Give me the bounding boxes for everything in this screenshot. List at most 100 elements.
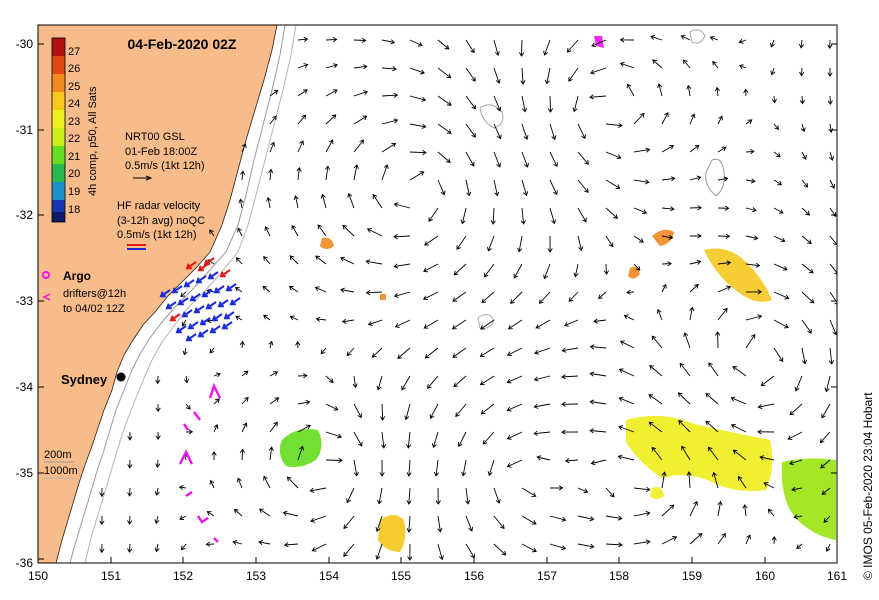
drifter-track	[185, 491, 193, 497]
velocity-arrow	[480, 319, 495, 330]
velocity-arrow	[827, 39, 833, 50]
sst-patch	[781, 458, 836, 540]
velocity-arrow	[437, 179, 446, 196]
velocity-arrow	[269, 89, 279, 97]
velocity-arrow	[295, 340, 301, 349]
velocity-arrow	[437, 515, 443, 533]
velocity-arrow	[465, 179, 472, 197]
velocity-arrow	[325, 139, 334, 153]
velocity-arrow	[549, 151, 558, 168]
colorbar-swatch	[52, 146, 65, 164]
velocity-arrow	[519, 39, 525, 57]
velocity-arrow	[346, 487, 355, 504]
velocity-arrow	[424, 347, 439, 359]
velocity-arrow	[605, 122, 623, 128]
radar-arrow	[181, 309, 193, 318]
radar-arrow	[205, 301, 217, 310]
velocity-arrow	[801, 179, 809, 188]
velocity-arrow	[771, 535, 777, 545]
velocity-arrow	[564, 458, 579, 464]
velocity-arrow	[376, 375, 383, 391]
velocity-arrow	[453, 263, 467, 276]
velocity-arrow	[771, 95, 777, 104]
velocity-arrow	[533, 403, 551, 409]
velocity-arrow	[427, 375, 439, 389]
isobath-200m	[69, 25, 286, 563]
velocity-arrow	[661, 283, 667, 293]
velocity-arrow	[404, 403, 411, 421]
velocity-arrow	[589, 399, 607, 405]
velocity-arrow	[745, 207, 757, 213]
radar-arrow	[185, 261, 197, 270]
velocity-arrow	[689, 205, 702, 211]
x-tick-label: 156	[464, 569, 484, 583]
velocity-arrow	[597, 291, 607, 300]
velocity-arrow	[238, 198, 244, 209]
velocity-arrow	[689, 500, 698, 517]
velocity-arrow	[801, 151, 807, 160]
velocity-arrow	[353, 139, 365, 153]
velocity-arrow	[409, 95, 427, 102]
velocity-arrow	[605, 515, 623, 521]
legend-drifters: drifters@12h	[63, 288, 126, 300]
velocity-arrow	[745, 262, 761, 268]
velocity-arrow	[745, 333, 756, 349]
velocity-arrow	[677, 392, 691, 405]
map-title: 04-Feb-2020 02Z	[128, 36, 237, 52]
velocity-arrow	[487, 459, 495, 476]
velocity-arrow	[381, 92, 399, 98]
drifter-track	[193, 411, 201, 421]
velocity-arrow	[791, 486, 803, 492]
drifter-track	[183, 423, 189, 431]
velocity-arrow	[213, 372, 221, 378]
velocity-arrow	[289, 315, 299, 321]
velocity-arrow	[465, 151, 475, 167]
velocity-arrow	[773, 151, 781, 158]
velocity-arrow	[506, 375, 523, 384]
argo-marker	[42, 271, 50, 279]
velocity-arrow	[179, 515, 187, 520]
radar-arrow	[207, 271, 219, 280]
velocity-arrow	[801, 263, 814, 274]
x-tick-label: 159	[682, 569, 702, 583]
velocity-arrow	[661, 206, 675, 212]
velocity-arrow	[549, 515, 567, 522]
velocity-arrow	[409, 39, 423, 47]
velocity-arrow	[377, 487, 383, 505]
velocity-arrow	[181, 319, 187, 327]
velocity-arrow	[409, 123, 427, 129]
velocity-arrow	[549, 207, 557, 225]
velocity-arrow	[563, 319, 579, 327]
y-ticks	[38, 43, 837, 560]
velocity-arrow	[289, 255, 299, 265]
velocity-arrow	[577, 151, 589, 165]
velocity-arrow	[577, 179, 589, 194]
x-tick-label: 154	[319, 569, 339, 583]
velocity-arrow	[689, 259, 702, 265]
velocity-arrow	[263, 475, 271, 489]
legend-hf-title: HF radar velocity	[117, 200, 201, 212]
radar-arrow	[221, 321, 233, 330]
colorbar-tick: 23	[68, 116, 80, 128]
velocity-arrow	[619, 37, 635, 43]
velocity-arrow	[343, 515, 355, 530]
x-tick-label: 157	[537, 569, 557, 583]
seamount-contour	[705, 158, 725, 197]
velocity-arrow	[268, 168, 274, 181]
velocity-arrow	[738, 38, 747, 44]
drifter-track	[208, 382, 222, 399]
velocity-arrow	[787, 431, 803, 440]
velocity-arrow	[543, 263, 551, 280]
velocity-arrow	[799, 67, 805, 77]
sst-patch	[594, 36, 604, 48]
legend-hf-scale: 0.5m/s (1kt 12h)	[117, 229, 196, 241]
velocity-arrow	[561, 347, 579, 353]
velocity-arrow	[451, 319, 467, 330]
velocity-arrow	[185, 403, 191, 410]
velocity-arrow	[325, 457, 343, 463]
velocity-arrow	[493, 151, 502, 168]
velocity-arrow	[521, 543, 537, 553]
velocity-arrow	[324, 165, 331, 181]
legend-gsl-scale: 0.5m/s (1kt 12h)	[125, 160, 204, 172]
velocity-arrow	[683, 332, 691, 349]
